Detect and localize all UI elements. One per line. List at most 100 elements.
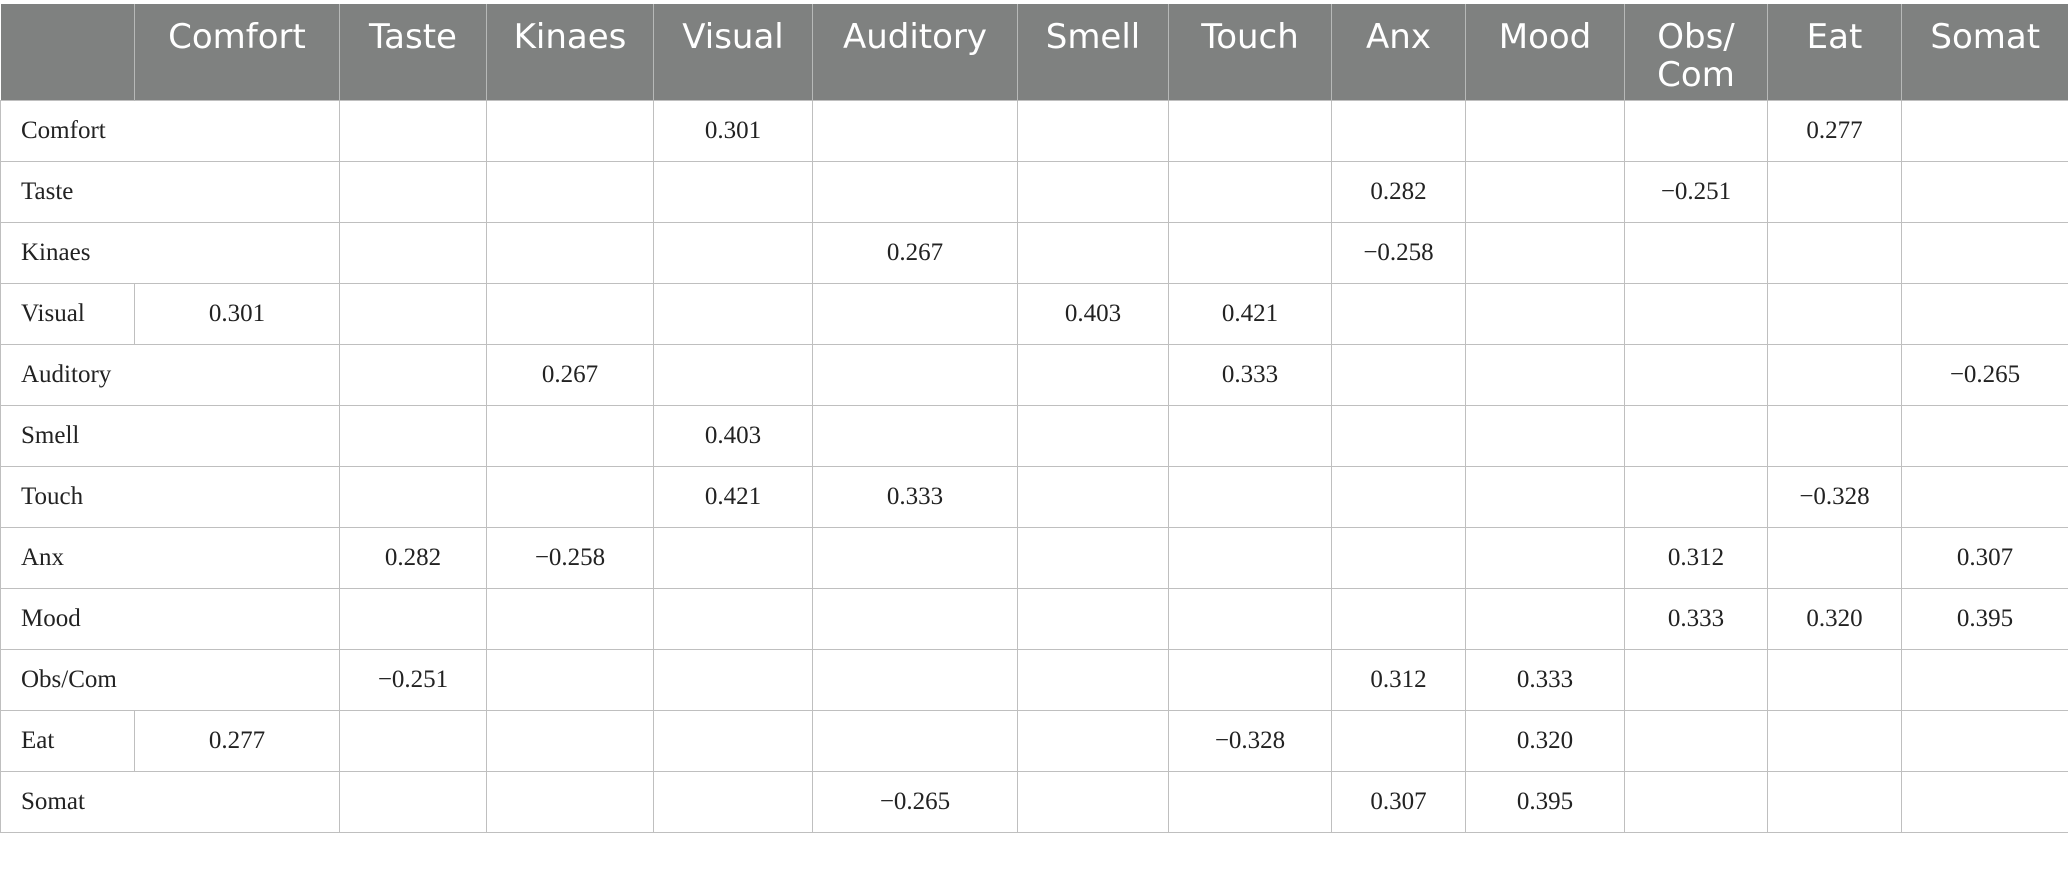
correlation-table: Comfort Taste Kinaes Visual Auditory Smell Tou… [0, 4, 2068, 833]
table-cell: −0.258 [1331, 221, 1466, 284]
row-label-text: Auditory [21, 360, 112, 388]
column-header: Taste [339, 4, 487, 100]
table-cell [812, 343, 1018, 406]
table-cell [1017, 770, 1169, 833]
table-cell: 0.333 [812, 465, 1018, 528]
table-cell [1624, 282, 1768, 345]
table-cell [1901, 282, 2068, 345]
table-cell [653, 221, 813, 284]
table-row: Anx 0.282 −0.258 0.312 0.307 [0, 526, 2068, 589]
row-label: Visual [0, 282, 135, 345]
table-cell [339, 343, 487, 406]
table-cell: −0.328 [1767, 465, 1902, 528]
table-cell [339, 160, 487, 223]
table-cell [1017, 709, 1169, 772]
table-cell [1901, 404, 2068, 467]
row-label-text: Touch [21, 482, 84, 510]
table-cell: 0.307 [1901, 526, 2068, 589]
table-cell [1017, 343, 1169, 406]
table-cell: 0.395 [1901, 587, 2068, 650]
table-cell [1017, 526, 1169, 589]
table-cell [339, 404, 487, 467]
table-cell [134, 587, 340, 650]
table-cell [1168, 99, 1332, 162]
column-header: Anx [1331, 4, 1466, 100]
row-label: Kinaes [0, 221, 135, 284]
table-cell [1331, 282, 1466, 345]
row-label: Somat [0, 770, 135, 833]
table-cell [134, 526, 340, 589]
table-cell: −0.265 [1901, 343, 2068, 406]
table-cell: −0.328 [1168, 709, 1332, 772]
column-header: Mood [1465, 4, 1625, 100]
table-row: Obs/Com −0.251 0.312 0.333 [0, 648, 2068, 711]
table-cell [812, 587, 1018, 650]
table-cell [134, 99, 340, 162]
table-cell [134, 221, 340, 284]
row-label-text: Mood [21, 604, 81, 632]
table-cell: 0.282 [1331, 160, 1466, 223]
table-cell [1767, 648, 1902, 711]
table-cell [812, 709, 1018, 772]
row-label-text: Comfort [21, 116, 106, 144]
table-cell [1465, 221, 1625, 284]
table-cell [486, 282, 654, 345]
table-row: Comfort 0.301 0.277 [0, 99, 2068, 162]
table-cell [1624, 770, 1768, 833]
table-row: Touch 0.421 0.333 −0.328 [0, 465, 2068, 528]
table-cell [1168, 526, 1332, 589]
column-header: Visual [653, 4, 813, 100]
row-label-text: Eat [21, 726, 55, 754]
table-cell [1168, 160, 1332, 223]
row-label-text: Kinaes [21, 238, 91, 266]
table-cell: 0.320 [1767, 587, 1902, 650]
table-cell [1624, 343, 1768, 406]
table-cell: 0.333 [1624, 587, 1768, 650]
table-cell [812, 404, 1018, 467]
table-cell [1767, 221, 1902, 284]
table-body: Comfort 0.301 0.277 Taste 0.282 −0.251 Kinaes 0… [0, 99, 2068, 833]
table-cell [653, 709, 813, 772]
table-row: Somat −0.265 0.307 0.395 [0, 770, 2068, 833]
table-cell [1624, 404, 1768, 467]
table-cell [339, 282, 487, 345]
table-cell [1168, 648, 1332, 711]
table-cell: 0.312 [1624, 526, 1768, 589]
table-cell [486, 587, 654, 650]
table-cell: 0.421 [653, 465, 813, 528]
table-cell: 0.403 [653, 404, 813, 467]
table-cell [1017, 160, 1169, 223]
row-label-text: Smell [21, 421, 80, 449]
table-cell [1901, 465, 2068, 528]
table-cell [339, 99, 487, 162]
table-cell [134, 160, 340, 223]
table-cell [339, 221, 487, 284]
table-cell [1168, 404, 1332, 467]
table-cell [812, 99, 1018, 162]
table-cell [1331, 465, 1466, 528]
table-cell [653, 770, 813, 833]
table-row: Taste 0.282 −0.251 [0, 160, 2068, 223]
table-cell [1901, 770, 2068, 833]
table-cell: −0.265 [812, 770, 1018, 833]
column-header: Auditory [812, 4, 1018, 100]
table-cell [653, 587, 813, 650]
table-cell: 0.421 [1168, 282, 1332, 345]
table-cell [134, 404, 340, 467]
table-cell: 0.307 [1331, 770, 1466, 833]
table-cell [486, 99, 654, 162]
table-cell [1767, 160, 1902, 223]
table-cell [134, 343, 340, 406]
table-cell [1767, 343, 1902, 406]
table-cell [1767, 526, 1902, 589]
table-cell [339, 587, 487, 650]
table-cell [1624, 465, 1768, 528]
table-cell [1168, 465, 1332, 528]
header-row: Comfort Taste Kinaes Visual Auditory Smell Tou… [0, 4, 2068, 100]
row-label: Taste [0, 160, 135, 223]
table-cell [1624, 99, 1768, 162]
row-label: Anx [0, 526, 135, 589]
table-cell [1901, 160, 2068, 223]
table-cell [1465, 282, 1625, 345]
table-cell: 0.320 [1465, 709, 1625, 772]
